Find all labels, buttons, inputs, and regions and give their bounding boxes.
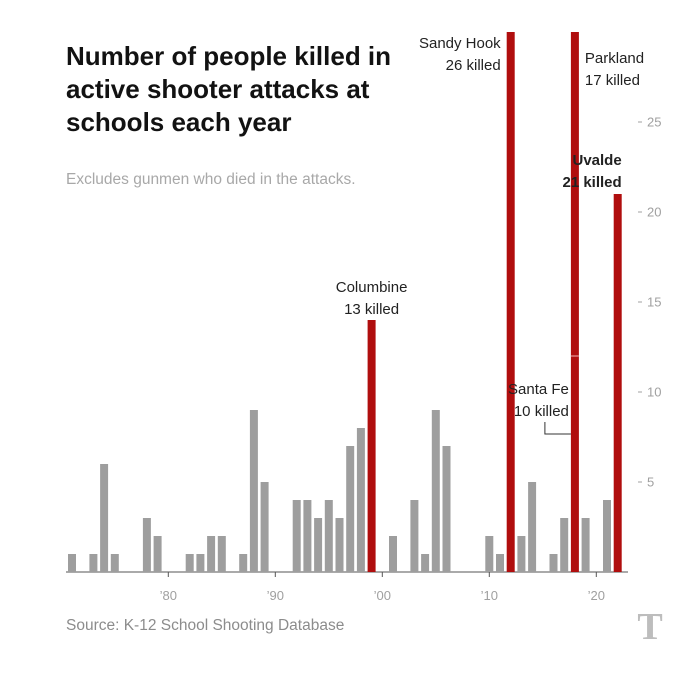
bar-1994 (314, 518, 323, 572)
bar-1993 (303, 500, 312, 572)
x-tick-label-2000: ’00 (374, 588, 391, 603)
chart-source: Source: K-12 School Shooting Database (66, 617, 345, 634)
bar-2011 (496, 554, 504, 572)
x-tick-label-2020: ’20 (588, 588, 605, 603)
y-tick-label-25: 25 (647, 115, 661, 130)
bar-2014 (528, 482, 537, 572)
x-tick-label-1990: ’90 (267, 588, 284, 603)
bar-1995 (324, 500, 333, 572)
bar-2016 (549, 554, 558, 572)
bar-2010 (485, 536, 494, 572)
chart-title: Number of people killed in active shoote… (66, 41, 392, 137)
annotation-santa-fe-detail: 10 killed (514, 403, 569, 420)
bar-2012 (506, 32, 515, 572)
bar-1982 (185, 554, 194, 572)
chart-subtitle: Excludes gunmen who died in the attacks. (66, 171, 356, 188)
svg-text:T: T (637, 606, 662, 646)
bar-2006 (442, 446, 451, 572)
annotation-sandy-hook-detail: 26 killed (446, 57, 501, 74)
bar-1978 (142, 518, 151, 572)
bar-1998 (356, 428, 365, 572)
bar-2004 (421, 554, 430, 572)
bar-2018 (570, 32, 579, 572)
y-tick-label-15: 15 (647, 295, 661, 310)
bar-1979 (153, 536, 162, 572)
bar-2013 (517, 536, 526, 572)
bar-1999 (367, 320, 376, 572)
bar-1989 (260, 482, 269, 572)
y-tick-label-10: 10 (647, 385, 661, 400)
annotation-columbine-detail: 13 killed (344, 301, 399, 318)
annotation-parkland-name: Parkland (585, 50, 644, 67)
bar-1997 (346, 446, 355, 572)
bar-1974 (100, 464, 109, 572)
bar-1996 (335, 518, 344, 572)
bar-1992 (292, 500, 301, 572)
annotation-sandy-hook-name: Sandy Hook (419, 35, 501, 52)
bar-1987 (239, 554, 248, 572)
bar-2005 (431, 410, 440, 572)
annotation-columbine-name: Columbine (336, 279, 408, 296)
bar-1984 (207, 536, 216, 572)
annotation-santa-fe-name: Santa Fe (508, 381, 569, 398)
x-tick-label-2010: ’10 (481, 588, 498, 603)
bar-1973 (89, 554, 98, 572)
x-tick-label-1980: ’80 (160, 588, 177, 603)
bar-2021 (603, 500, 611, 572)
nyt-logo-icon: T (637, 606, 662, 646)
bar-2019 (581, 518, 590, 572)
bar-1971 (68, 554, 76, 572)
bar-1988 (249, 410, 258, 572)
bar-2017 (560, 518, 569, 572)
bar-1975 (110, 554, 119, 572)
bar-1985 (217, 536, 226, 572)
annotation-uvalde-name: Uvalde (572, 152, 621, 169)
annotation-santa-fe-leader (544, 422, 571, 435)
bar-2001 (389, 536, 397, 572)
annotation-parkland-detail: 17 killed (585, 72, 640, 89)
bar-2003 (410, 500, 419, 572)
bar-2022 (613, 194, 622, 572)
y-tick-label-5: 5 (647, 475, 654, 490)
bar-1983 (196, 554, 205, 572)
y-tick-label-20: 20 (647, 205, 661, 220)
annotation-uvalde-detail: 21 killed (562, 174, 621, 191)
